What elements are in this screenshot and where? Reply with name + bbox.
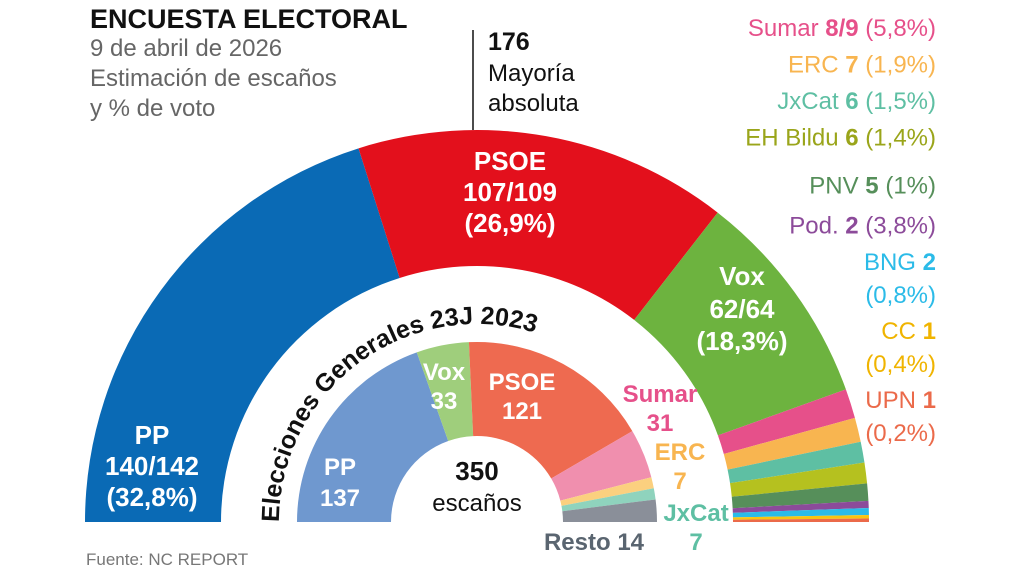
outer-segment-pod	[732, 500, 869, 513]
legend-party-name: Sumar	[748, 15, 825, 42]
inner-segment-sumar	[551, 431, 652, 501]
legend-pct: (0,4%)	[865, 351, 936, 378]
label-pp-seats: 140/142	[105, 451, 199, 481]
legend-item: PNV 5 (1%)	[809, 173, 936, 200]
outer-segment-erc	[723, 417, 861, 470]
outer-segment-cc	[732, 514, 869, 520]
label-pp-name: PP	[135, 420, 170, 450]
legend-party-name: EH Bildu	[745, 125, 845, 152]
inner-segment-vox	[416, 342, 474, 441]
legend-pct: (1,9%)	[859, 52, 936, 79]
inner-hemicycle	[297, 342, 657, 522]
subtitle-line: Estimación de escaños	[90, 65, 337, 92]
center-seat-total: 350	[455, 456, 498, 486]
majority-label: Mayoría	[488, 60, 575, 87]
inner-segment-psoe	[468, 342, 633, 479]
legend-pct: (0,8%)	[865, 282, 936, 309]
legend-pct: (1,5%)	[859, 88, 936, 115]
inner-label-sumar: Sumar	[623, 381, 698, 408]
legend-pct: (3,8%)	[859, 213, 936, 240]
legend-party-name: UPN	[865, 387, 922, 414]
chart-title: ENCUESTA ELECTORAL	[90, 4, 408, 34]
outer-segment-sumar	[717, 389, 855, 454]
legend-item: Sumar 8/9 (5,8%)	[748, 15, 936, 42]
majority-label: absoluta	[488, 90, 579, 117]
label-vox-seats: 62/64	[709, 294, 775, 324]
label-psoe-pct: (26,9%)	[464, 208, 555, 238]
inner-label-erc: ERC	[655, 439, 706, 466]
legend-item: CC 1	[881, 318, 936, 345]
outer-segment-upn	[732, 518, 869, 522]
legend-seats: 2	[845, 213, 858, 240]
label-pp-pct: (32,8%)	[106, 482, 197, 512]
inner-segment-jxcat	[561, 488, 656, 512]
legend: Sumar 8/9 (5,8%) ERC 7 (1,9%) JxCat 6 (1,5…	[745, 15, 936, 447]
legend-seats: 2	[923, 249, 936, 276]
legend-seats: 6	[845, 88, 858, 115]
legend-party-name: Pod.	[789, 213, 845, 240]
inner-segment-pp	[297, 352, 449, 522]
legend-item: BNG 2	[864, 249, 936, 276]
label-vox-name: Vox	[719, 261, 765, 291]
legend-seats: 5	[865, 173, 878, 200]
legend-seats: 6	[845, 125, 858, 152]
outer-segment-pnv	[731, 483, 869, 509]
inner-label-vox-seats: 33	[431, 388, 458, 415]
outer-segment-jxcat	[727, 441, 865, 484]
inner-label-resto: Resto 14	[544, 529, 645, 556]
outer-segment-pp	[85, 148, 400, 522]
majority-number: 176	[488, 28, 530, 56]
subtitle-line: y % de voto	[90, 95, 215, 122]
outer-segment-eh-bildu	[730, 462, 868, 497]
legend-party-name: JxCat	[777, 88, 845, 115]
inner-label-sumar-seats: 31	[647, 410, 674, 437]
inner-label-psoe: PSOE	[489, 369, 556, 396]
legend-item: Pod. 2 (3,8%)	[789, 213, 936, 240]
legend-item: ERC 7 (1,9%)	[788, 52, 936, 79]
legend-pct: (5,8%)	[859, 15, 936, 42]
source: Fuente: NC REPORT	[86, 550, 248, 569]
legend-pct: (1%)	[879, 173, 936, 200]
legend-party-name: BNG	[864, 249, 923, 276]
legend-seats: 8/9	[825, 15, 858, 42]
legend-pct: (1,4%)	[859, 125, 936, 152]
label-psoe-seats: 107/109	[463, 177, 557, 207]
label-psoe-name: PSOE	[474, 146, 546, 176]
legend-item: EH Bildu 6 (1,4%)	[745, 125, 936, 152]
inner-label-jxcat: JxCat	[663, 500, 728, 527]
inner-segment-resto	[562, 499, 657, 522]
inner-segment-erc	[560, 477, 654, 506]
legend-party-name: CC	[881, 318, 922, 345]
legend-seats: 1	[923, 387, 936, 414]
legend-seats: 1	[923, 318, 936, 345]
inner-label-pp-seats: 137	[320, 485, 360, 512]
legend-pct: (0,2%)	[865, 420, 936, 447]
inner-label-erc-seats: 7	[673, 468, 686, 495]
inner-label-psoe-seats: 121	[502, 398, 542, 425]
outer-segment-psoe	[358, 130, 718, 320]
center-seat-unit: escaños	[432, 490, 521, 517]
outer-segment-bng	[732, 507, 869, 518]
legend-item: JxCat 6 (1,5%)	[777, 88, 936, 115]
outer-segment-vox	[634, 212, 846, 436]
inner-label-pp: PP	[324, 454, 356, 481]
legend-party-name: PNV	[809, 173, 865, 200]
subtitle-line: 9 de abril de 2026	[90, 35, 282, 62]
outer-hemicycle	[85, 130, 869, 522]
inner-label-vox: Vox	[423, 359, 466, 386]
inner-label-jxcat-seats: 7	[689, 529, 702, 556]
legend-seats: 7	[845, 52, 858, 79]
legend-item: UPN 1	[865, 387, 936, 414]
label-vox-pct: (18,3%)	[696, 326, 787, 356]
legend-party-name: ERC	[788, 52, 845, 79]
